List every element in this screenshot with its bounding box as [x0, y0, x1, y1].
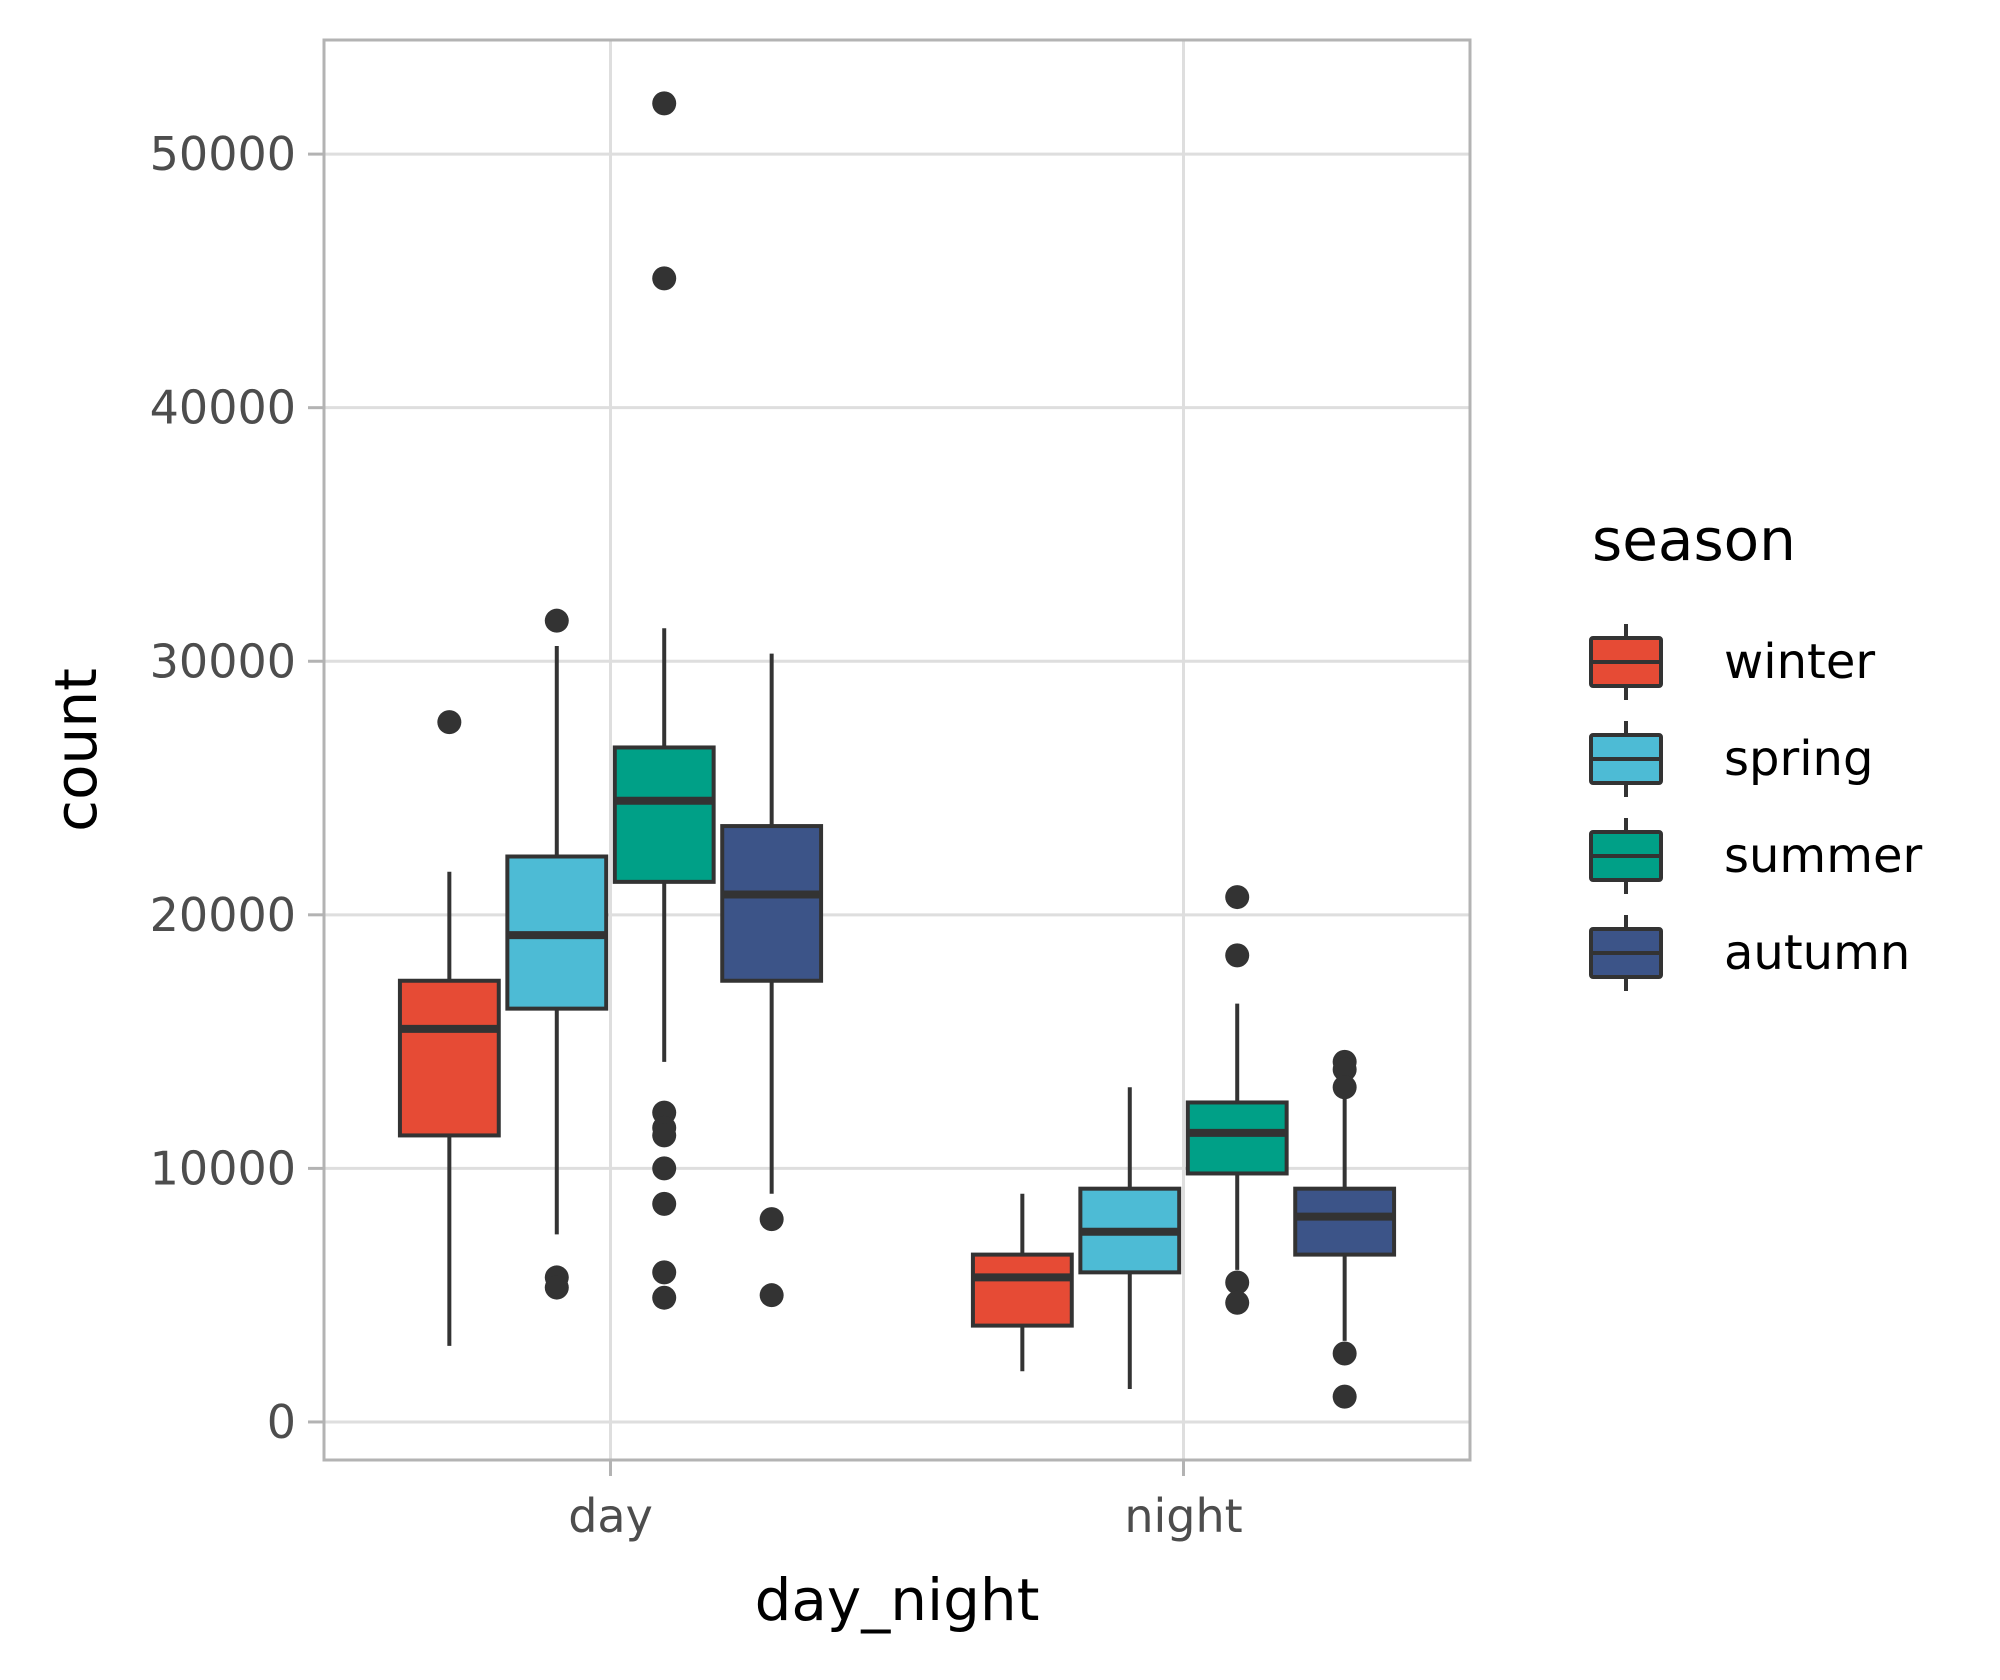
y-tick-label: 40000 [150, 381, 296, 435]
box-iqr [612, 745, 716, 884]
outlier-point [1225, 1270, 1250, 1295]
legend-title: season [1592, 506, 1796, 574]
box-iqr [1185, 1100, 1289, 1176]
y-tick-label: 30000 [150, 634, 296, 688]
box-iqr [1293, 1186, 1397, 1257]
y-tick-label: 20000 [150, 888, 296, 942]
legend-label: summer [1724, 828, 1922, 884]
outlier-point [652, 1260, 677, 1285]
box-autumn-day [720, 653, 824, 1308]
outlier-point [652, 1156, 677, 1181]
outlier-point [544, 1275, 569, 1300]
outlier-point [1332, 1384, 1357, 1409]
y-axis-title: count [42, 668, 110, 832]
outlier-point [652, 1191, 677, 1216]
x-tick-label: day [568, 1489, 653, 1543]
legend-item-autumn: autumn [1589, 915, 1910, 991]
outlier-point [1225, 885, 1250, 910]
outlier-point [1332, 1341, 1357, 1366]
legend: season winter spring summer autumn [1589, 506, 1922, 991]
box-summer-day [612, 91, 716, 1310]
outlier-point [759, 1283, 784, 1308]
x-tick-label: night [1124, 1489, 1242, 1543]
outlier-point [1225, 1290, 1250, 1315]
boxes-layer [397, 91, 1397, 1409]
box-winter-day [397, 710, 501, 1346]
x-axis: day night [568, 1460, 1243, 1543]
box-spring-night [1078, 1087, 1182, 1389]
y-axis: 0 10000 20000 30000 40000 50000 [150, 127, 324, 1449]
legend-label: spring [1724, 731, 1873, 787]
box-iqr [970, 1252, 1074, 1328]
outlier-point [544, 608, 569, 633]
box-autumn-night [1293, 1049, 1397, 1409]
outlier-point [652, 1123, 677, 1148]
y-tick-label: 10000 [150, 1141, 296, 1195]
legend-item-winter: winter [1589, 624, 1875, 700]
box-spring-day [505, 608, 609, 1300]
outlier-point [1332, 1057, 1357, 1082]
outlier-point [652, 91, 677, 116]
legend-label: winter [1724, 634, 1875, 690]
outlier-point [652, 266, 677, 291]
y-tick-label: 50000 [150, 127, 296, 181]
legend-item-spring: spring [1589, 721, 1873, 797]
legend-item-summer: summer [1589, 818, 1922, 894]
outlier-point [1332, 1075, 1357, 1100]
x-axis-title: day_night [755, 1566, 1040, 1634]
outlier-point [1225, 943, 1250, 968]
box-iqr [397, 978, 501, 1138]
box-winter-night [970, 1193, 1074, 1372]
outlier-point [759, 1207, 784, 1232]
outlier-point [437, 710, 462, 735]
legend-label: autumn [1724, 925, 1910, 981]
box-iqr [720, 824, 824, 983]
y-tick-label: 0 [267, 1395, 296, 1449]
box-summer-night [1185, 885, 1289, 1315]
outlier-point [652, 1285, 677, 1310]
panel-border [322, 38, 1472, 1462]
